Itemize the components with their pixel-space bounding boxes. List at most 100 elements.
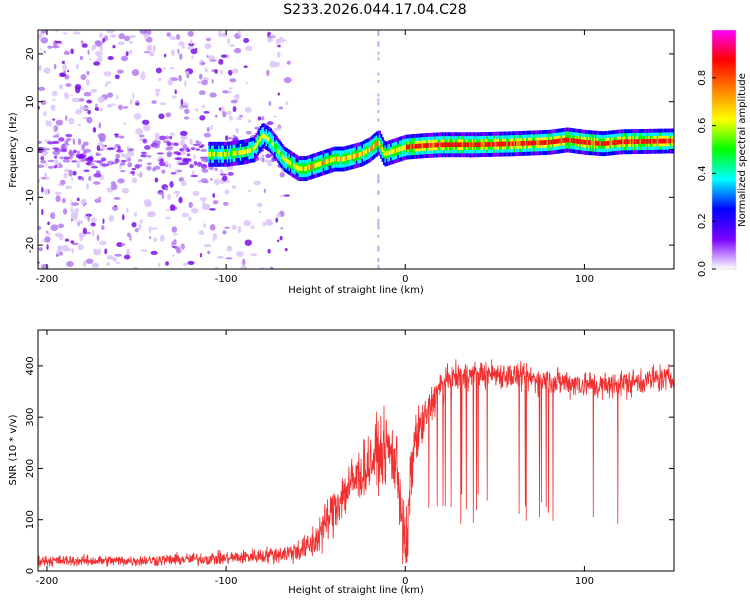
noise-speck — [228, 115, 233, 121]
colorbar-label: Normalized spectral amplitude — [737, 73, 748, 227]
noise-speck — [187, 30, 194, 37]
noise-speck — [65, 115, 68, 121]
ridge-cell — [545, 140, 548, 145]
ridge-cell — [436, 142, 439, 148]
ridge-cell — [291, 161, 294, 167]
noise-speck — [230, 99, 238, 104]
noise-speck — [377, 226, 380, 230]
noise-speck — [377, 190, 380, 194]
spec-ytick-label: -20 — [25, 237, 36, 253]
noise-speck — [178, 74, 182, 82]
noise-speck — [183, 157, 190, 161]
ridge-cell — [632, 139, 635, 145]
noise-speck — [44, 172, 48, 177]
ridge-cell — [524, 140, 528, 146]
noise-speck — [136, 173, 142, 177]
ridge-cell — [562, 138, 565, 143]
ridge-cell — [489, 142, 492, 147]
noise-speck — [52, 125, 55, 132]
noise-speck — [199, 115, 206, 121]
noise-speck — [87, 214, 90, 222]
noise-speck — [102, 37, 106, 43]
noise-speck — [76, 220, 84, 224]
noise-speck — [266, 69, 270, 77]
noise-speck — [133, 113, 142, 120]
noise-speck — [159, 135, 166, 141]
ridge-cell — [360, 151, 363, 157]
ridge-cell — [651, 138, 654, 144]
noise-speck — [75, 153, 80, 158]
ridge-cell — [519, 141, 522, 146]
noise-speck — [83, 148, 92, 153]
noise-speck — [191, 55, 194, 60]
noise-speck — [212, 200, 219, 205]
noise-speck — [70, 48, 74, 55]
ridge-cell — [459, 142, 462, 148]
noise-speck — [224, 189, 230, 195]
noise-speck — [61, 60, 65, 64]
ridge-cell — [335, 156, 338, 162]
noise-speck — [254, 126, 260, 130]
noise-speck — [179, 148, 184, 152]
ridge-cell — [438, 142, 442, 148]
noise-speck — [86, 116, 93, 124]
ridge-cell — [241, 149, 244, 155]
ridge-cell — [579, 139, 582, 145]
ridge-cell — [212, 151, 215, 157]
noise-speck — [248, 189, 251, 193]
ridge-cell — [248, 148, 251, 154]
noise-speck — [129, 171, 135, 175]
noise-speck — [95, 103, 98, 108]
noise-speck — [278, 36, 284, 44]
ridge-cell — [626, 139, 629, 145]
ridge-cell — [302, 166, 305, 172]
noise-speck — [79, 105, 82, 112]
noise-speck — [235, 127, 239, 134]
ridge-cell — [328, 158, 331, 164]
noise-speck — [44, 236, 51, 243]
noise-speck — [169, 180, 174, 188]
noise-speck — [94, 40, 101, 45]
noise-speck — [70, 177, 74, 181]
ridge-cell — [417, 143, 420, 149]
ridge-cell — [653, 138, 657, 144]
noise-speck — [112, 44, 116, 49]
ridge-cell — [446, 142, 449, 148]
ridge-cell — [622, 139, 625, 145]
noise-speck — [201, 104, 206, 109]
noise-speck — [218, 58, 224, 65]
noise-speck — [74, 208, 80, 213]
noise-speck — [117, 69, 124, 74]
noise-speck — [99, 240, 107, 246]
noise-speck — [275, 217, 279, 223]
noise-speck — [181, 135, 185, 140]
ridge-cell — [377, 140, 380, 146]
noise-speck — [209, 92, 217, 98]
noise-speck — [146, 44, 153, 52]
ridge-cell — [646, 138, 649, 144]
noise-speck — [62, 32, 68, 35]
noise-speck — [126, 232, 131, 238]
ridge-cell — [342, 156, 346, 162]
ridge-cell — [311, 164, 314, 169]
ridge-cell — [643, 139, 647, 144]
ridge-cell — [441, 142, 445, 148]
noise-speck — [128, 49, 133, 55]
noise-speck — [377, 206, 380, 210]
noise-speck — [173, 190, 181, 195]
noise-speck — [244, 239, 252, 247]
ridge-cell — [251, 147, 254, 153]
noise-speck — [187, 260, 195, 265]
noise-speck — [80, 106, 89, 111]
noise-speck — [189, 163, 194, 169]
noise-speck — [72, 31, 81, 35]
colorbar-tick-label: 0.4 — [697, 165, 708, 181]
noise-speck — [138, 134, 145, 138]
ridge-cell — [606, 140, 609, 146]
noise-speck — [97, 142, 103, 147]
ridge-cell — [513, 141, 516, 147]
noise-speck — [165, 147, 173, 151]
noise-speck — [41, 186, 44, 193]
ridge-cell — [484, 142, 488, 147]
noise-speck — [157, 77, 162, 82]
